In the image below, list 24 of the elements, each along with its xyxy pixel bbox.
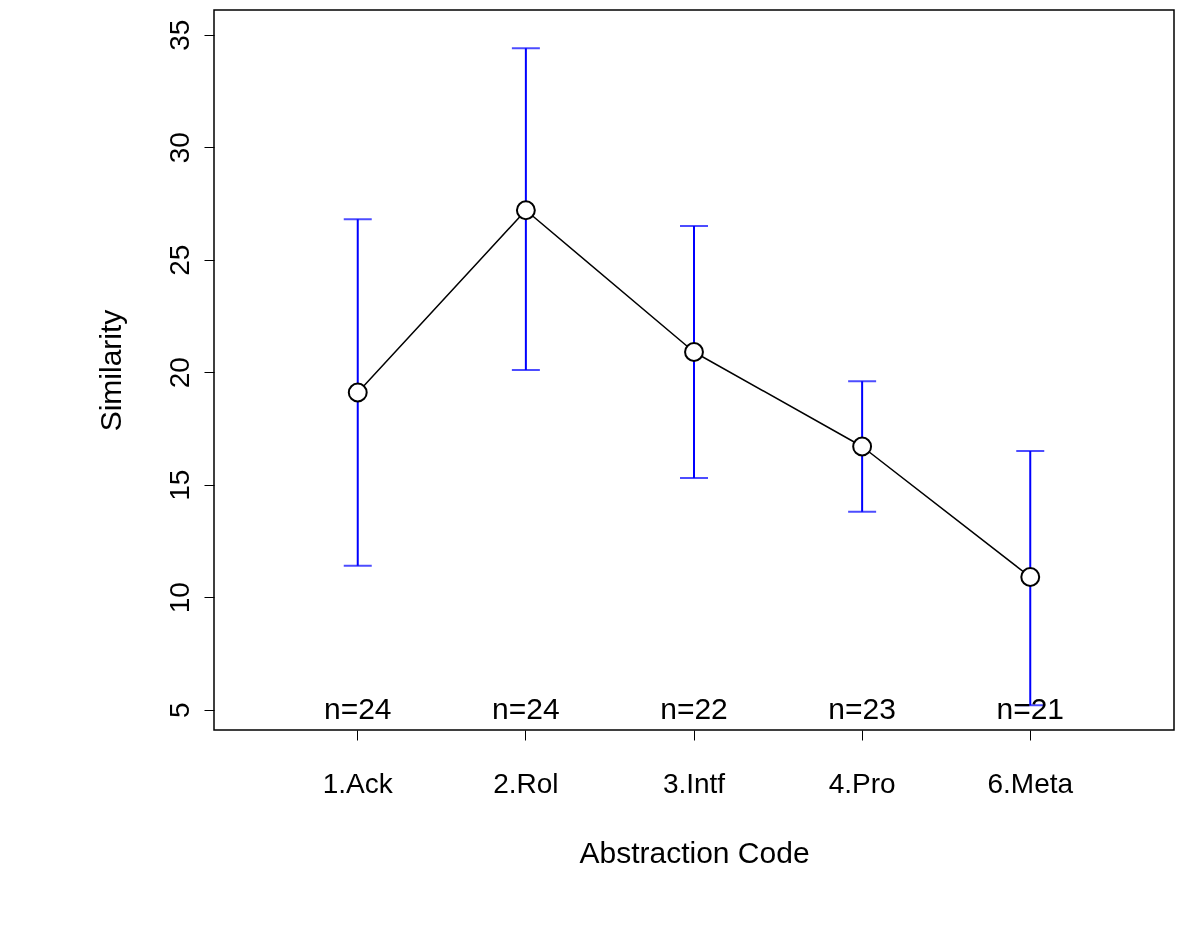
annotation: n=24 [323,692,392,725]
x-tick-label: 2.Rol [493,767,559,799]
annotation: n=22 [660,692,728,725]
point [684,342,704,362]
point [347,382,368,403]
y-tick-label: 25 [163,244,195,276]
point [852,436,873,457]
point [1020,567,1041,587]
x-tick-label: 4.Pro [828,767,896,799]
point [515,200,536,221]
y-axis-title: Similarity [93,309,127,432]
y-tick-label: 15 [163,469,195,501]
annotation: n=23 [828,692,896,725]
y-tick-label: 10 [163,582,195,614]
y-tick-label: 30 [163,132,195,164]
y-tick-label: 20 [163,357,195,389]
x-tick-label: 3.Intf [662,767,726,799]
annotation: n=24 [492,692,560,725]
x-tick-label: 6.Meta [987,767,1074,799]
x-tick-label: 1.Ack [322,767,394,799]
y-tick-label: 35 [163,19,195,51]
annotation: n=21 [996,692,1065,725]
y-tick-label: 5 [163,702,195,719]
x-axis-title: Abstraction Code [579,835,810,869]
